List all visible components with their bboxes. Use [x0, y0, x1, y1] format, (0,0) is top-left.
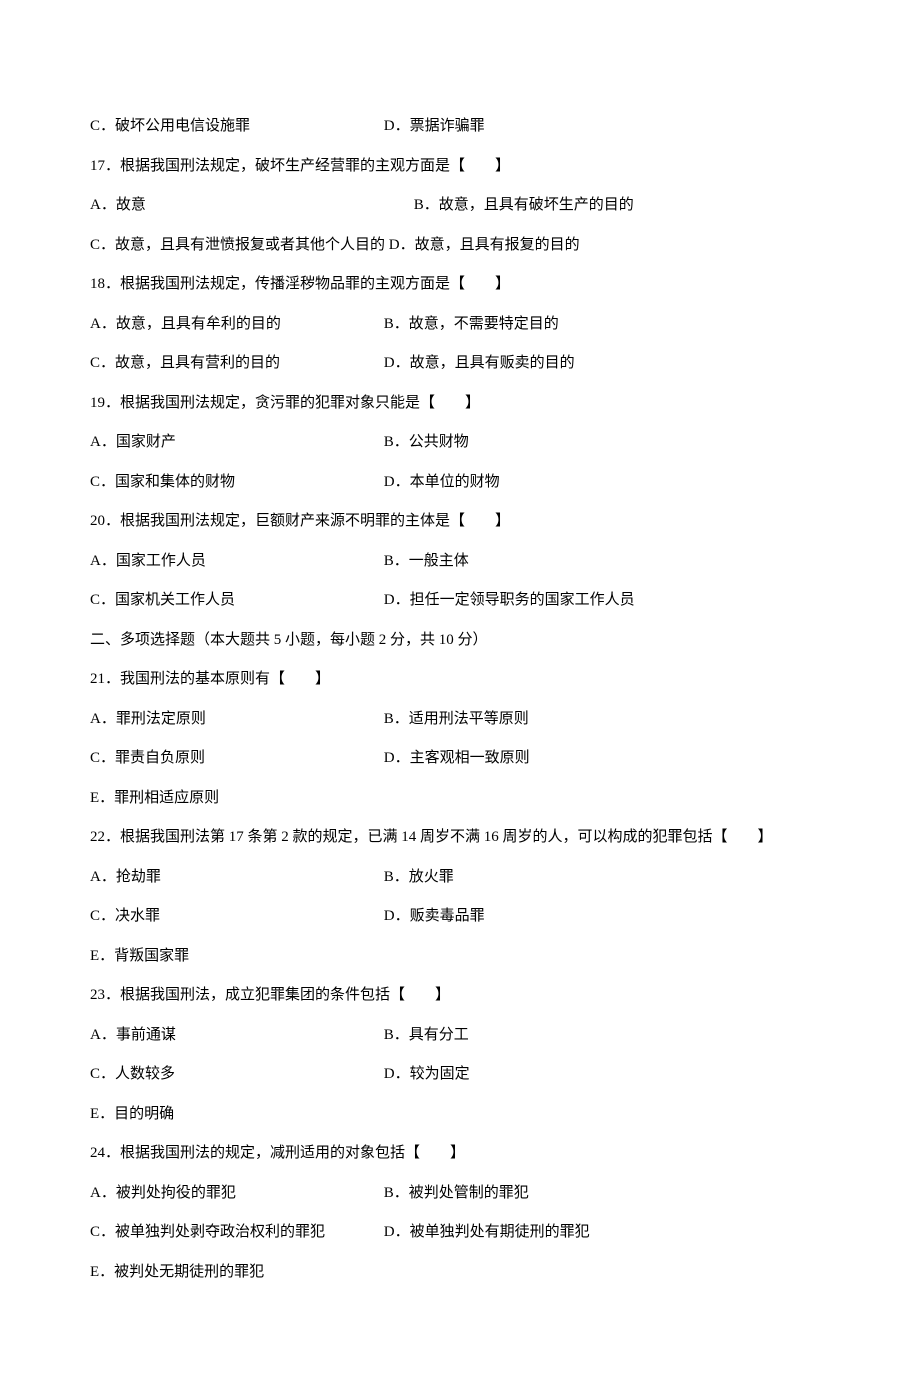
q19-option-a: A．国家财产	[90, 431, 380, 454]
q18-options-ab: A．故意，且具有牟利的目的 B．故意，不需要特定目的	[90, 313, 920, 336]
q21-stem: 21．我国刑法的基本原则有【 】	[90, 668, 920, 691]
q20-options-cd: C．国家机关工作人员 D．担任一定领导职务的国家工作人员	[90, 589, 920, 612]
q24-option-b: B．被判处管制的罪犯	[384, 1185, 529, 1201]
q23-option-d: D．较为固定	[384, 1066, 470, 1082]
q22-option-b: B．放火罪	[384, 869, 454, 885]
q18-option-a: A．故意，且具有牟利的目的	[90, 313, 380, 336]
q24-options-ab: A．被判处拘役的罪犯 B．被判处管制的罪犯	[90, 1182, 920, 1205]
q21-option-b: B．适用刑法平等原则	[384, 711, 529, 727]
q23-options-cd: C．人数较多 D．较为固定	[90, 1063, 920, 1086]
q21-options-cd: C．罪责自负原则 D．主客观相一致原则	[90, 747, 920, 770]
q22-option-e: E．背叛国家罪	[90, 945, 920, 968]
q21-options-ab: A．罪刑法定原则 B．适用刑法平等原则	[90, 708, 920, 731]
q16-option-c: C．破坏公用电信设施罪	[90, 115, 380, 138]
q17-options-cd: C．故意，且具有泄愤报复或者其他个人目的 D．故意，且具有报复的目的	[90, 234, 920, 257]
q24-stem: 24．根据我国刑法的规定，减刑适用的对象包括【 】	[90, 1142, 920, 1165]
q18-options-cd: C．故意，且具有营利的目的 D．故意，且具有贩卖的目的	[90, 352, 920, 375]
q18-option-c: C．故意，且具有营利的目的	[90, 352, 380, 375]
q24-option-a: A．被判处拘役的罪犯	[90, 1182, 380, 1205]
q21-option-e: E．罪刑相适应原则	[90, 787, 920, 810]
q21-option-c: C．罪责自负原则	[90, 747, 380, 770]
q21-option-a: A．罪刑法定原则	[90, 708, 380, 731]
q19-stem: 19．根据我国刑法规定，贪污罪的犯罪对象只能是【 】	[90, 392, 920, 415]
q23-stem: 23．根据我国刑法，成立犯罪集团的条件包括【 】	[90, 984, 920, 1007]
q16-option-d: D．票据诈骗罪	[384, 118, 485, 134]
q24-option-e: E．被判处无期徒刑的罪犯	[90, 1261, 920, 1284]
q21-option-d: D．主客观相一致原则	[384, 750, 530, 766]
q17-stem: 17．根据我国刑法规定，破坏生产经营罪的主观方面是【 】	[90, 155, 920, 178]
q19-option-d: D．本单位的财物	[384, 474, 500, 490]
q22-option-c: C．决水罪	[90, 905, 380, 928]
q18-stem: 18．根据我国刑法规定，传播淫秽物品罪的主观方面是【 】	[90, 273, 920, 296]
q20-options-ab: A．国家工作人员 B．一般主体	[90, 550, 920, 573]
q17-options-ab: A．故意 B．故意，且具有破坏生产的目的	[90, 194, 920, 217]
q23-option-c: C．人数较多	[90, 1063, 380, 1086]
q17-option-d: D．故意，且具有报复的目的	[389, 237, 580, 253]
q17-option-b: B．故意，且具有破坏生产的目的	[414, 197, 634, 213]
q18-option-b: B．故意，不需要特定目的	[384, 316, 559, 332]
q20-stem: 20．根据我国刑法规定，巨额财产来源不明罪的主体是【 】	[90, 510, 920, 533]
q23-option-e: E．目的明确	[90, 1103, 920, 1126]
q24-option-d: D．被单独判处有期徒刑的罪犯	[384, 1224, 590, 1240]
q20-option-b: B．一般主体	[384, 553, 469, 569]
q24-options-cd: C．被单独判处剥夺政治权利的罪犯 D．被单独判处有期徒刑的罪犯	[90, 1221, 920, 1244]
q20-option-a: A．国家工作人员	[90, 550, 380, 573]
q20-option-d: D．担任一定领导职务的国家工作人员	[384, 592, 635, 608]
q20-option-c: C．国家机关工作人员	[90, 589, 380, 612]
q22-option-a: A．抢劫罪	[90, 866, 380, 889]
q22-options-ab: A．抢劫罪 B．放火罪	[90, 866, 920, 889]
q18-option-d: D．故意，且具有贩卖的目的	[384, 355, 575, 371]
q24-option-c: C．被单独判处剥夺政治权利的罪犯	[90, 1221, 380, 1244]
q23-option-a: A．事前通谋	[90, 1024, 380, 1047]
q22-option-d: D．贩卖毒品罪	[384, 908, 485, 924]
q16-options-cd: C．破坏公用电信设施罪 D．票据诈骗罪	[90, 115, 920, 138]
q19-option-b: B．公共财物	[384, 434, 469, 450]
q23-option-b: B．具有分工	[384, 1027, 469, 1043]
q17-option-a: A．故意	[90, 194, 410, 217]
section-2-heading: 二、多项选择题（本大题共 5 小题，每小题 2 分，共 10 分）	[90, 629, 920, 652]
q22-options-cd: C．决水罪 D．贩卖毒品罪	[90, 905, 920, 928]
q19-options-cd: C．国家和集体的财物 D．本单位的财物	[90, 471, 920, 494]
q17-option-c: C．故意，且具有泄愤报复或者其他个人目的	[90, 237, 385, 253]
q23-options-ab: A．事前通谋 B．具有分工	[90, 1024, 920, 1047]
q19-options-ab: A．国家财产 B．公共财物	[90, 431, 920, 454]
q22-stem: 22．根据我国刑法第 17 条第 2 款的规定，已满 14 周岁不满 16 周岁…	[90, 826, 920, 849]
q19-option-c: C．国家和集体的财物	[90, 471, 380, 494]
